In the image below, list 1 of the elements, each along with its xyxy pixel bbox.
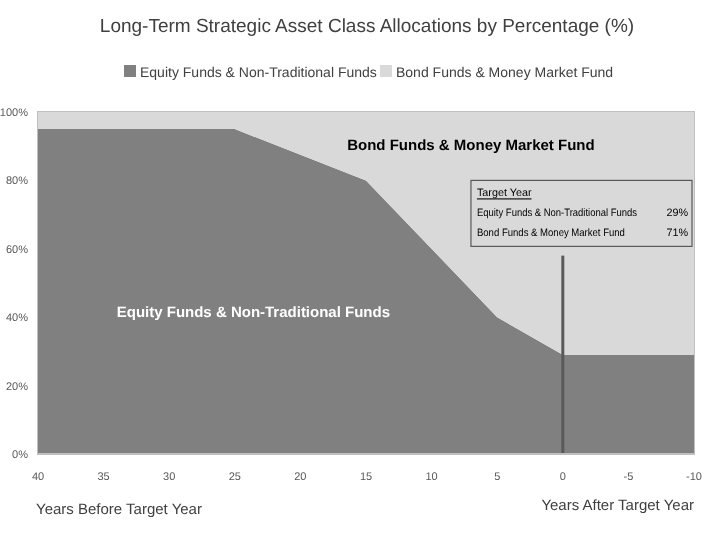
chart-title: Long-Term Strategic Asset Class Allocations by Percentage (%) (99, 16, 635, 38)
